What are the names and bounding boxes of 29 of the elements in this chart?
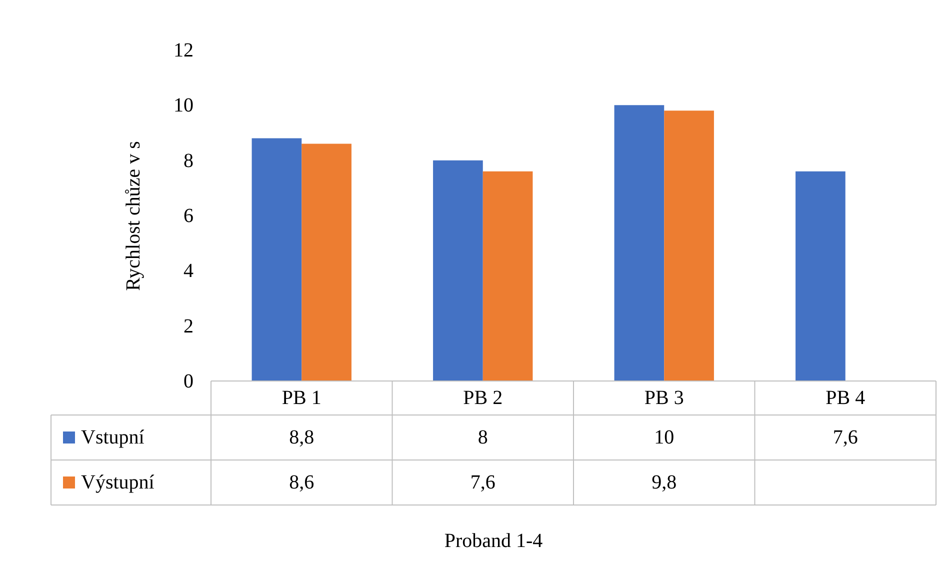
y-tick-label: 8 <box>184 150 194 172</box>
legend-label: Vstupní <box>81 426 145 448</box>
bar <box>433 160 483 381</box>
data-label: 7,6 <box>470 472 496 494</box>
bar <box>614 105 664 381</box>
data-label: 9,8 <box>652 472 677 494</box>
y-axis-title: Rychlost chůze v s <box>122 140 144 291</box>
y-tick-label: 4 <box>184 260 194 282</box>
data-label: 8 <box>478 426 488 448</box>
y-tick-label: 0 <box>184 370 194 392</box>
x-tick-label: PB 2 <box>463 387 503 409</box>
x-tick-label: PB 1 <box>282 387 322 409</box>
text: Proband 1-4 <box>444 530 543 552</box>
legend-label: Výstupní <box>81 472 155 494</box>
bar <box>664 110 714 381</box>
y-tick-label: 2 <box>184 315 194 338</box>
y-tick-label: 10 <box>174 94 194 117</box>
data-label: 8,6 <box>289 472 314 494</box>
x-tick-label: PB 3 <box>644 387 684 409</box>
x-tick-label: PB 4 <box>826 387 866 409</box>
bar <box>302 144 352 381</box>
data-label: 8,8 <box>289 426 314 448</box>
bar <box>796 171 846 381</box>
data-label: 10 <box>654 426 674 448</box>
y-tick-label: 12 <box>174 40 194 62</box>
bar <box>252 138 302 381</box>
data-label: 7,6 <box>832 426 858 448</box>
bar <box>482 171 533 381</box>
y-tick-label: 6 <box>184 205 194 227</box>
